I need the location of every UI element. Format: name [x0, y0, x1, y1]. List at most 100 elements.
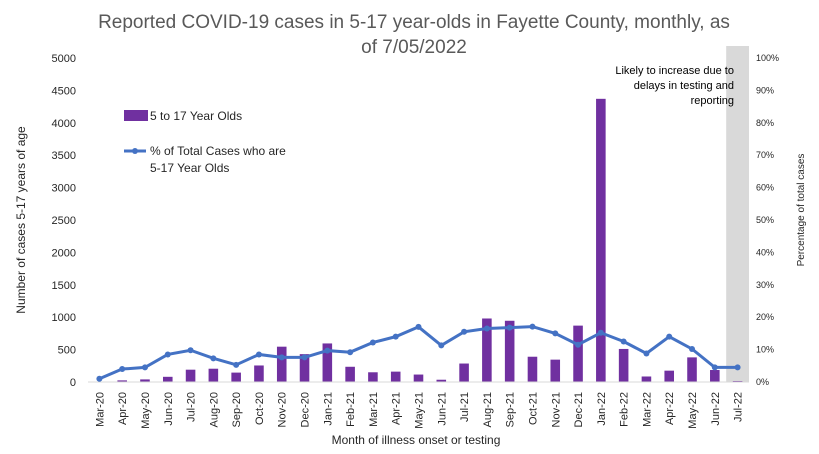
bar — [527, 356, 538, 382]
left-axis-ticks: 0 500 1000 1500 2000 2500 3000 3500 4000 4500 5000 — [52, 53, 76, 389]
legend-line-marker — [132, 148, 138, 154]
y2-tick-label: 90% — [756, 85, 774, 95]
line-point — [711, 364, 718, 371]
y-tick-label: 3000 — [52, 183, 76, 195]
line-point — [255, 351, 262, 358]
y2-tick-label: 0% — [756, 377, 769, 387]
bar — [687, 357, 697, 382]
bar — [299, 354, 310, 382]
bar — [368, 372, 378, 382]
x-tick-label: Jul-20 — [186, 392, 198, 422]
line-point — [369, 339, 376, 346]
y2-tick-label: 70% — [756, 150, 774, 160]
x-tick-label: Sep-21 — [505, 392, 517, 427]
y-tick-label: 5000 — [52, 53, 76, 65]
y-tick-label: 1500 — [52, 280, 76, 292]
x-tick-label: Jul-21 — [459, 392, 471, 422]
bar — [208, 368, 219, 382]
x-tick-label: Mar-20 — [94, 392, 106, 427]
line-point — [278, 354, 285, 361]
line-point — [119, 366, 126, 373]
chart-title-line-2: of 7/05/2022 — [361, 37, 467, 58]
line-point — [529, 323, 536, 330]
bar — [322, 343, 333, 382]
right-axis-ticks: 0% 10% 20% 30% 40% 50% 60% 70% 80% 90% 100% — [756, 53, 779, 387]
y2-axis-title: Percentage of total cases — [796, 154, 807, 267]
x-tick-label: Apr-20 — [117, 392, 129, 425]
bar — [459, 363, 469, 382]
y2-tick-label: 60% — [756, 183, 774, 193]
bar — [162, 376, 173, 382]
line-point — [324, 347, 331, 354]
bar — [573, 325, 583, 382]
x-tick-label: Apr-22 — [664, 392, 676, 425]
x-tick-label: Jan-21 — [322, 392, 334, 426]
bar — [664, 370, 675, 382]
line-point — [187, 347, 194, 354]
legend-line-label-1: % of Total Cases who are — [150, 144, 286, 158]
x-tick-label: Apr-21 — [391, 392, 403, 425]
line-point — [597, 329, 604, 336]
x-tick-label: Aug-21 — [482, 392, 494, 427]
bar — [390, 371, 401, 382]
chart-title-line-1: Reported COVID-19 cases in 5-17 year-old… — [98, 12, 730, 33]
bar — [276, 346, 287, 382]
x-axis-title: Month of illness onset or testing — [332, 433, 501, 447]
line-point — [643, 350, 650, 357]
line-point — [620, 338, 627, 345]
y-tick-label: 2500 — [52, 215, 76, 227]
line-point — [483, 325, 490, 332]
y-tick-label: 3500 — [52, 150, 76, 162]
bar — [596, 98, 606, 382]
percent-points — [96, 323, 741, 382]
annotation-line-2: delays in testing and — [634, 80, 734, 92]
y2-tick-label: 10% — [756, 345, 774, 355]
x-tick-label: Feb-21 — [345, 392, 357, 427]
line-point — [689, 345, 696, 352]
line-point — [164, 351, 171, 358]
bar — [140, 379, 150, 382]
legend-bar-label: 5 to 17 Year Olds — [150, 109, 242, 123]
bar — [550, 359, 561, 382]
y-tick-label: 4000 — [52, 118, 76, 130]
line-point — [438, 342, 445, 349]
x-tick-label: Feb-22 — [619, 392, 631, 427]
x-tick-label: Jun-21 — [436, 392, 448, 426]
x-tick-label: May-21 — [414, 392, 426, 429]
x-tick-label: May-22 — [687, 392, 699, 429]
x-tick-label: Jul-22 — [733, 392, 745, 422]
x-tick-label: Jan-22 — [596, 392, 608, 426]
bar — [231, 372, 241, 382]
line-point — [96, 375, 103, 382]
bar — [504, 320, 515, 382]
line-point — [233, 361, 240, 368]
x-tick-label: Dec-20 — [300, 392, 312, 427]
y-axis-title: Number of cases 5-17 years of age — [14, 126, 28, 314]
bar — [185, 369, 196, 382]
legend-line-label-2: 5-17 Year Olds — [150, 161, 229, 175]
line-point — [301, 354, 308, 361]
bar — [482, 318, 492, 382]
x-tick-label: Nov-20 — [277, 392, 289, 427]
x-tick-label: Nov-21 — [550, 392, 562, 427]
x-tick-label: Aug-20 — [208, 392, 220, 427]
y2-tick-label: 30% — [756, 280, 774, 290]
x-tick-label: Sep-20 — [231, 392, 243, 427]
line-point — [392, 333, 399, 340]
incomplete-month-shading — [726, 46, 749, 382]
y2-tick-label: 80% — [756, 118, 774, 128]
x-axis-ticks: Mar-20 Apr-20 May-20 Jun-20 Jul-20 Aug-20 Sep-… — [94, 392, 744, 429]
x-tick-label: Jun-20 — [163, 392, 175, 426]
line-point — [141, 364, 148, 371]
line-point — [461, 328, 468, 335]
x-tick-label: Oct-20 — [254, 392, 266, 425]
line-point — [506, 324, 513, 331]
y-tick-label: 1000 — [52, 312, 76, 324]
x-tick-label: Dec-21 — [573, 392, 585, 427]
legend-bar-swatch — [124, 110, 148, 121]
bar — [710, 370, 720, 382]
bar — [413, 374, 424, 382]
bar — [345, 366, 355, 382]
x-tick-label: Oct-21 — [527, 392, 539, 425]
